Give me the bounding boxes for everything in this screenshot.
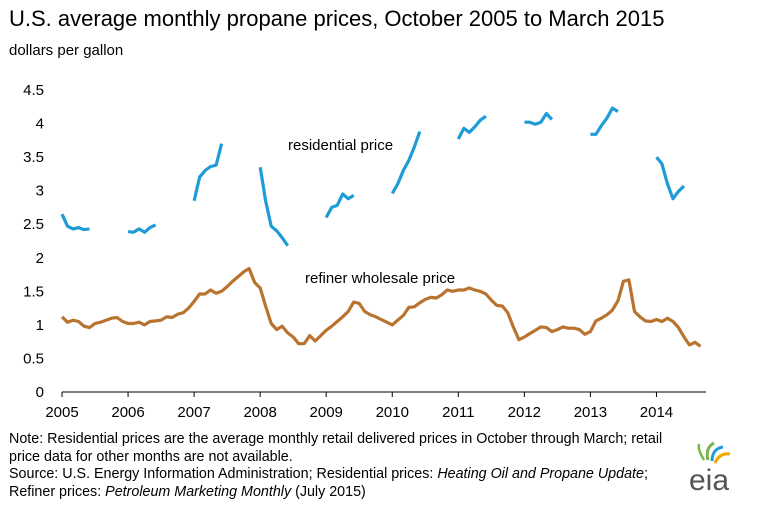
residential-price-line: [324, 192, 355, 219]
x-tick-label: 2011: [442, 404, 474, 421]
x-tick-label: 2013: [574, 404, 607, 421]
series-layer: [60, 106, 702, 348]
y-tick-label: 3.5: [23, 149, 44, 166]
residential-price-line: [60, 213, 90, 232]
y-tick-label: 0.5: [23, 350, 44, 367]
residential-price-line: [655, 156, 686, 201]
refiner-price-line: [60, 266, 702, 348]
y-tick-label: 1: [36, 317, 44, 334]
source-mid: ; Refiner prices:: [9, 466, 648, 500]
x-tick-label: 2007: [177, 404, 210, 421]
residential-price-label: residential price: [288, 137, 393, 154]
x-tick-label: 2008: [243, 404, 276, 421]
y-tick-label: 3: [36, 183, 44, 200]
x-tick-label: 2006: [111, 404, 144, 421]
eia-logo: eia: [689, 441, 731, 497]
x-tick-label: 2010: [376, 404, 409, 421]
y-tick-label: 2: [36, 250, 44, 267]
y-tick-label: 0: [36, 384, 44, 401]
residential-price-line: [390, 131, 422, 195]
y-tick-label: 1.5: [23, 283, 44, 300]
residential-price-line: [456, 114, 487, 140]
source-prefix: Source: U.S. Energy Information Administ…: [9, 466, 438, 482]
refiner-wholesale-price-label: refiner wholesale price: [305, 270, 455, 287]
x-tick-label: 2009: [310, 404, 343, 421]
x-tick-label: 2012: [508, 404, 541, 421]
y-axis-ticks: 0 0.5 1 1.5 2 2.5 3 3.5 4 4.5: [23, 82, 44, 401]
y-axis-unit-label: dollars per gallon: [9, 42, 124, 59]
x-tick-label: 2005: [45, 404, 78, 421]
residential-price-line: [524, 111, 554, 126]
y-tick-label: 4.5: [23, 82, 44, 99]
chart-title: U.S. average monthly propane prices, Oct…: [9, 6, 665, 31]
residential-price-line: [192, 143, 224, 202]
propane-price-chart: 00.511.522.533.544.5 2005 2006 2007 2008 200…: [23, 82, 706, 421]
x-axis-ticks: 2005 2006 2007 2008 2009 2010 2011 2012 2013 2014: [45, 392, 673, 421]
footnotes: Note: Residential prices are the average…: [9, 431, 669, 501]
eia-logo-arcs-icon: [697, 441, 731, 464]
source-suffix: (July 2015): [291, 483, 366, 500]
eia-logo-text: eia: [689, 464, 729, 497]
source-publication-1: Heating Oil and Propane Update: [437, 466, 644, 482]
x-tick-label: 2014: [640, 404, 673, 421]
source-publication-2: Petroleum Marketing Monthly: [105, 483, 292, 500]
y-tick-label: 2.5: [23, 216, 44, 233]
residential-price-line: [127, 223, 157, 234]
residential-price-line: [590, 106, 619, 136]
y-tick-label: 4: [36, 116, 44, 133]
residential-price-line: [258, 166, 290, 247]
note-text: Note: Residential prices are the average…: [9, 431, 663, 465]
